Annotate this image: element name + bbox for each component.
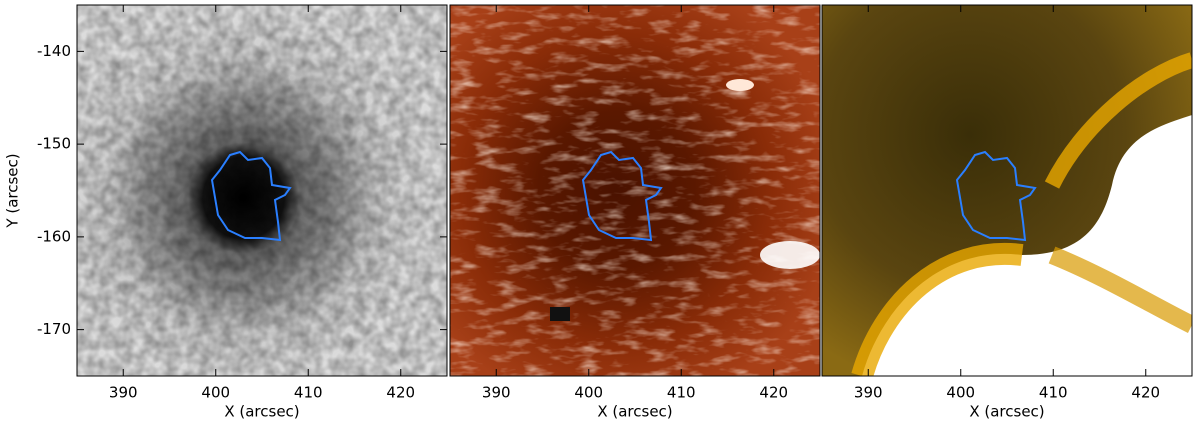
x-tick-label: 420 <box>386 384 415 402</box>
x-tick-label: 410 <box>294 384 323 402</box>
x-tick-label: 400 <box>574 384 603 402</box>
panel-image <box>822 5 1192 376</box>
x-tick-label: 410 <box>1039 384 1068 402</box>
x-axis-label: X (arcsec) <box>597 403 672 421</box>
x-tick-label: 420 <box>1131 384 1160 402</box>
y-tick-label: -140 <box>37 42 71 60</box>
x-tick-label: 420 <box>759 384 788 402</box>
x-axis-label: X (arcsec) <box>969 403 1044 421</box>
y-tick-label: -170 <box>37 320 71 338</box>
x-tick-label: 390 <box>482 384 511 402</box>
y-axis-label: Y (arcsec) <box>4 153 22 228</box>
x-tick-label: 390 <box>109 384 138 402</box>
panel-frame <box>821 4 1193 377</box>
y-tick-label: -160 <box>37 227 71 245</box>
panel-image <box>450 5 820 376</box>
x-tick-label: 400 <box>946 384 975 402</box>
panel-image <box>77 5 447 376</box>
x-tick-label: 400 <box>201 384 230 402</box>
x-tick-label: 390 <box>854 384 883 402</box>
y-tick-label: -150 <box>37 135 71 153</box>
x-axis-label: X (arcsec) <box>224 403 299 421</box>
panel-frame <box>76 4 448 377</box>
x-tick-label: 410 <box>667 384 696 402</box>
panel-frame <box>449 4 821 377</box>
